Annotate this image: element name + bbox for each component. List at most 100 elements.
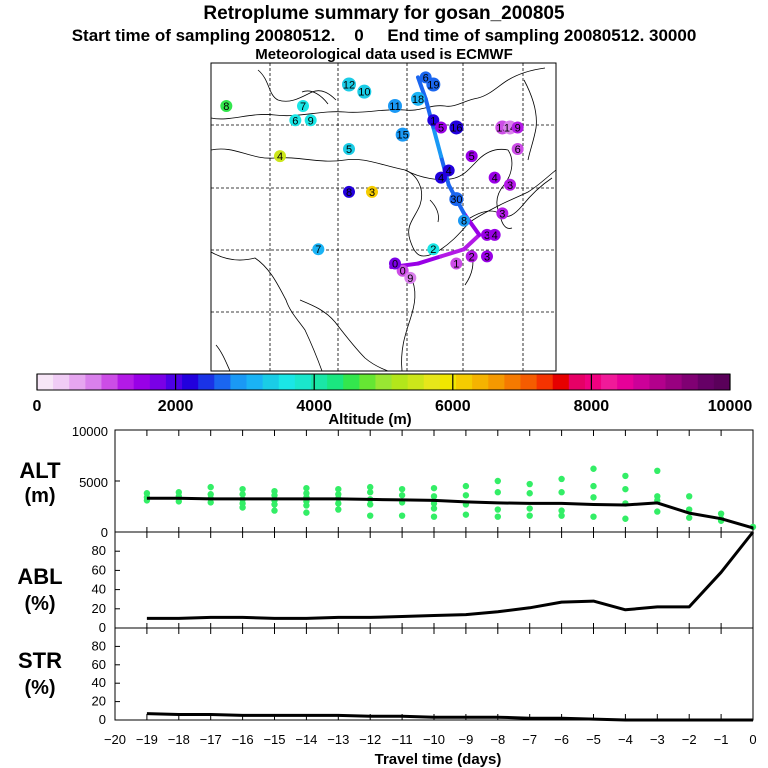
colorbar-tick-label: 0 xyxy=(33,398,42,415)
alt-label-line1: ALT xyxy=(19,458,61,483)
str-marks xyxy=(146,712,754,722)
alt-ytick-10000: 10000 xyxy=(72,424,108,439)
colorbar-swatch xyxy=(262,374,280,390)
alt-scatter-point xyxy=(558,489,565,496)
plume-marker xyxy=(342,77,356,92)
colorbar-swatch xyxy=(198,374,215,390)
plume-marker xyxy=(442,164,455,177)
sampling-times: Start time of sampling 20080512. 0 End t… xyxy=(0,26,768,46)
colorbar-swatch xyxy=(214,374,231,390)
plume-marker xyxy=(289,114,302,127)
figure-title: Retroplume summary for gosan_200805 xyxy=(203,3,565,24)
plume-marker-label: 3 xyxy=(484,251,490,263)
travel-time-axis: −20 −19 −18 −17 −16 −15 −14 −13 −12 −11 −10 −9 −8 −7−… xyxy=(104,430,757,747)
colorbar-swatch xyxy=(488,374,505,390)
colorbar-swatch xyxy=(439,374,457,390)
alt-panel: ALT (m) 10000 5000 0 xyxy=(19,424,757,540)
colorbar-swatch xyxy=(536,374,554,390)
abl-ytick-label: 60 xyxy=(92,562,106,577)
alt-scatter-point xyxy=(303,502,310,509)
x-tick-label: −13 xyxy=(327,732,349,747)
plume-marker-label: 1 xyxy=(430,115,436,127)
abl-yticks: 80 60 40 20 0 xyxy=(92,543,120,635)
plume-marker-label: 10 xyxy=(358,87,370,99)
alt-scatter-point xyxy=(367,501,374,508)
plume-marker xyxy=(465,150,478,163)
plume-marker-label: 0 xyxy=(392,259,398,271)
plume-marker xyxy=(427,114,440,127)
alt-scatter-point xyxy=(558,507,565,514)
str-line xyxy=(146,712,753,722)
start-time-value: 0 xyxy=(354,26,364,45)
alt-scatter-point xyxy=(462,492,470,499)
abl-ytick-label: 40 xyxy=(92,582,106,597)
abl-line xyxy=(146,531,755,620)
plume-marker-label: 15 xyxy=(397,130,409,142)
colorbar-swatch xyxy=(246,374,264,390)
alt-scatter-point xyxy=(335,485,342,493)
alt-scatter-point xyxy=(271,492,278,499)
x-tick-label: −10 xyxy=(423,732,445,747)
x-tick-label: −19 xyxy=(136,732,158,747)
plume-marker xyxy=(435,171,447,184)
x-tick-label: −20 xyxy=(104,732,126,747)
plume-marker-label: 0 xyxy=(400,266,406,278)
alt-scatter-point xyxy=(430,484,438,492)
alt-scatter-point xyxy=(271,501,278,508)
plume-marker-label: 19 xyxy=(427,79,439,91)
colorbar-swatch xyxy=(681,374,699,390)
plume-marker-label: 6 xyxy=(423,72,429,84)
alt-marks xyxy=(115,429,757,533)
plume-marker xyxy=(496,207,509,220)
x-tick-label: −15 xyxy=(263,732,285,747)
alt-scatter-point xyxy=(462,482,470,490)
x-tick-label: 0 xyxy=(749,732,756,747)
x-tick-label: −11 xyxy=(392,732,413,747)
alt-median-line xyxy=(146,496,754,530)
plume-marker-label: 3 xyxy=(507,180,513,192)
alt-scatter-point xyxy=(622,472,629,480)
x-tick-label: −17 xyxy=(200,732,222,747)
plume-marker xyxy=(343,185,355,198)
colorbar-swatch xyxy=(697,374,715,390)
alt-label-line2: (m) xyxy=(24,485,55,507)
alt-scatter-point xyxy=(558,512,565,519)
plume-marker-label: 3 xyxy=(499,208,505,220)
plume-marker-label: 2 xyxy=(430,244,436,256)
plume-marker xyxy=(274,150,286,163)
alt-scatter-point xyxy=(398,485,406,493)
colorbar-swatch xyxy=(601,374,618,390)
alt-scatter-point xyxy=(686,493,693,500)
plume-marker xyxy=(411,91,425,106)
str-ytick-label: 20 xyxy=(92,694,106,709)
colorbar-swatch xyxy=(182,374,199,390)
plume-marker-label: 8 xyxy=(346,187,352,199)
colorbar-swatch xyxy=(37,374,54,390)
alt-scatter-point xyxy=(303,509,310,516)
alt-scatter-point xyxy=(335,500,342,507)
plume-marker-label: 12 xyxy=(343,79,355,91)
alt-scatter-point xyxy=(558,475,565,483)
x-tick-label: −7 xyxy=(522,732,537,747)
x-tick-label: −4 xyxy=(618,732,633,747)
colorbar-swatch xyxy=(230,374,248,390)
colorbar-swatch xyxy=(649,374,667,390)
colorbar-swatch xyxy=(294,374,312,390)
plume-marker xyxy=(343,142,355,155)
colorbar-swatch xyxy=(584,374,602,390)
alt-scatter-point xyxy=(590,494,597,501)
plume-marker xyxy=(511,142,524,155)
plume-marker xyxy=(450,257,463,270)
alt-ytick-0: 0 xyxy=(101,525,108,540)
colorbar-swatch xyxy=(359,374,376,390)
colorbar-swatch xyxy=(149,374,167,390)
abl-marks xyxy=(146,531,755,620)
colorbar-tick-label: 2000 xyxy=(158,398,194,415)
abl-label-line1: ABL xyxy=(17,564,62,589)
plume-marker xyxy=(449,192,464,207)
str-ytick-label: 80 xyxy=(92,638,106,653)
plume-marker-label: 8 xyxy=(461,216,467,228)
plume-marker-label: 4 xyxy=(446,165,452,177)
colorbar-swatch xyxy=(327,374,344,390)
map-graticule xyxy=(211,63,556,371)
